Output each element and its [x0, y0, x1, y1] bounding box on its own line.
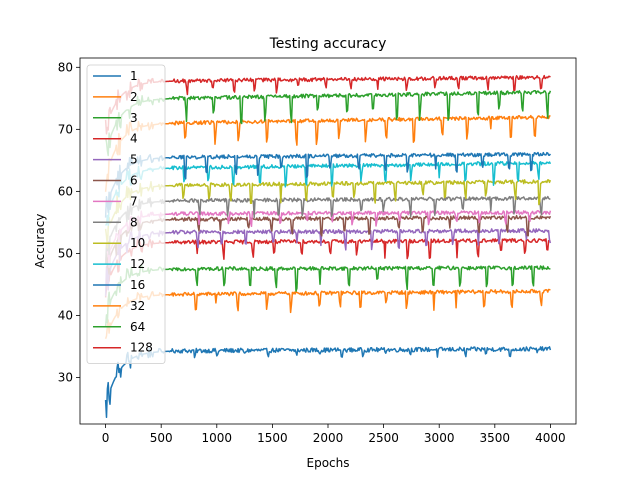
- series-line-3: [104, 265, 551, 327]
- x-tick-label: 2000: [313, 431, 344, 445]
- x-tick-label: 1500: [257, 431, 288, 445]
- series-layer: [104, 74, 552, 419]
- y-axis: 30 40 50 60 70 80: [58, 60, 80, 384]
- series-line-64: [104, 89, 552, 157]
- y-tick-label: 30: [58, 370, 73, 384]
- legend-label: 12: [130, 257, 145, 271]
- legend-label: 8: [130, 215, 138, 229]
- series-line-32: [104, 114, 551, 192]
- legend-label: 32: [130, 299, 145, 313]
- x-axis-label: Epochs: [307, 456, 350, 470]
- x-axis: 0 500 1000 1500 2000 2500 3000 3500 4000: [102, 424, 566, 445]
- series-line-5: [104, 228, 552, 297]
- legend-label: 3: [130, 111, 138, 125]
- series-line-1: [104, 346, 552, 419]
- series-line-6: [104, 214, 552, 275]
- y-axis-label: Accuracy: [33, 214, 47, 269]
- chart-title: Testing accuracy: [269, 36, 387, 52]
- legend-label: 4: [130, 132, 138, 146]
- x-tick-label: 0: [102, 431, 110, 445]
- x-tick-label: 1000: [202, 431, 233, 445]
- series-line-7: [105, 209, 552, 269]
- series-line-10: [104, 179, 552, 249]
- legend-label: 5: [130, 153, 138, 167]
- x-tick-label: 500: [150, 431, 173, 445]
- series-line-16: [104, 151, 552, 218]
- legend-label: 10: [130, 236, 145, 250]
- legend-label: 2: [130, 90, 138, 104]
- y-tick-label: 80: [58, 60, 73, 74]
- y-tick-label: 50: [58, 246, 73, 260]
- series-line-2: [104, 288, 551, 339]
- legend-label: 1: [130, 69, 138, 83]
- legend-label: 128: [130, 341, 153, 355]
- legend-label: 64: [130, 320, 145, 334]
- x-tick-label: 2500: [368, 431, 399, 445]
- x-tick-label: 3500: [480, 431, 511, 445]
- x-tick-label: 3000: [424, 431, 455, 445]
- series-line-4: [104, 237, 551, 298]
- legend-label: 6: [130, 174, 138, 188]
- series-line-12: [104, 160, 552, 227]
- legend-label: 16: [130, 278, 145, 292]
- legend-frame: [86, 64, 166, 365]
- series-line-128: [104, 74, 551, 135]
- y-tick-label: 70: [58, 122, 73, 136]
- y-tick-label: 60: [58, 184, 73, 198]
- series-line-8: [104, 195, 551, 265]
- x-tick-label: 4000: [535, 431, 566, 445]
- y-tick-label: 40: [58, 308, 73, 322]
- legend-label: 7: [130, 194, 138, 208]
- plot-area: [79, 57, 577, 425]
